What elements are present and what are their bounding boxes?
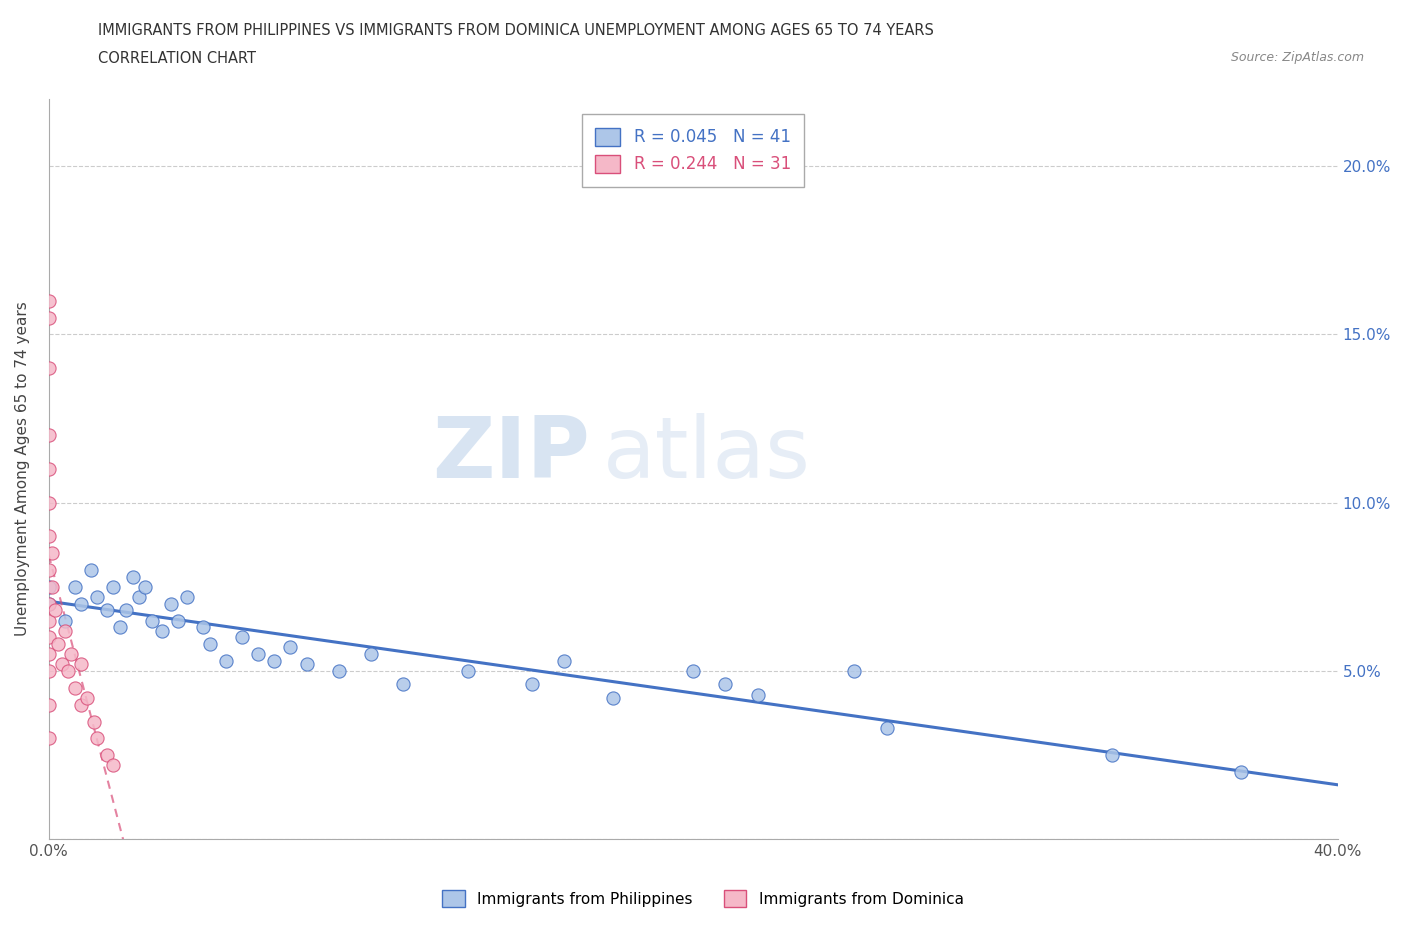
Point	[295, 657, 318, 671]
Point	[79, 563, 101, 578]
Point	[714, 677, 737, 692]
Text: Source: ZipAtlas.com: Source: ZipAtlas.com	[1230, 51, 1364, 64]
Point	[108, 619, 131, 634]
Point	[115, 603, 138, 618]
Point	[134, 579, 156, 594]
Text: IMMIGRANTS FROM PHILIPPINES VS IMMIGRANTS FROM DOMINICA UNEMPLOYMENT AMONG AGES : IMMIGRANTS FROM PHILIPPINES VS IMMIGRANT…	[98, 23, 935, 38]
Point	[160, 596, 183, 611]
Point	[53, 623, 76, 638]
Point	[83, 714, 105, 729]
Point	[56, 664, 79, 679]
Point	[63, 579, 86, 594]
Point	[51, 657, 73, 671]
Point	[38, 698, 60, 712]
Point	[53, 613, 76, 628]
Point	[38, 361, 60, 376]
Point	[38, 529, 60, 544]
Point	[38, 461, 60, 476]
Point	[876, 721, 898, 736]
Point	[215, 654, 238, 669]
Point	[193, 619, 215, 634]
Point	[166, 613, 188, 628]
Text: ZIP: ZIP	[433, 413, 591, 496]
Point	[38, 596, 60, 611]
Point	[247, 646, 270, 661]
Text: CORRELATION CHART: CORRELATION CHART	[98, 51, 256, 66]
Point	[38, 630, 60, 644]
Point	[38, 579, 60, 594]
Point	[176, 590, 198, 604]
Point	[96, 748, 118, 763]
Point	[60, 646, 83, 661]
Point	[86, 590, 108, 604]
Point	[38, 596, 60, 611]
Point	[121, 569, 143, 584]
Point	[103, 758, 125, 773]
Text: atlas: atlas	[603, 413, 811, 496]
Point	[682, 664, 704, 679]
Point	[553, 654, 575, 669]
Point	[1101, 748, 1123, 763]
Point	[1230, 764, 1253, 779]
Point	[38, 613, 60, 628]
Point	[392, 677, 415, 692]
Point	[263, 654, 285, 669]
Point	[44, 603, 66, 618]
Point	[150, 623, 173, 638]
Point	[70, 698, 93, 712]
Point	[70, 596, 93, 611]
Point	[41, 579, 63, 594]
Point	[38, 293, 60, 308]
Point	[38, 563, 60, 578]
Point	[76, 690, 98, 705]
Point	[280, 640, 302, 655]
Point	[198, 637, 221, 652]
Point	[38, 646, 60, 661]
Point	[38, 496, 60, 511]
Point	[70, 657, 93, 671]
Legend: Immigrants from Philippines, Immigrants from Dominica: Immigrants from Philippines, Immigrants …	[436, 884, 970, 913]
Point	[360, 646, 382, 661]
Point	[520, 677, 543, 692]
Point	[38, 428, 60, 443]
Point	[96, 603, 118, 618]
Point	[103, 579, 125, 594]
Point	[63, 681, 86, 696]
Point	[141, 613, 163, 628]
Point	[457, 664, 479, 679]
Legend: R = 0.045   N = 41, R = 0.244   N = 31: R = 0.045 N = 41, R = 0.244 N = 31	[582, 114, 804, 187]
Point	[41, 546, 63, 561]
Point	[38, 664, 60, 679]
Point	[602, 690, 624, 705]
Point	[844, 664, 866, 679]
Point	[38, 731, 60, 746]
Point	[86, 731, 108, 746]
Point	[38, 310, 60, 325]
Y-axis label: Unemployment Among Ages 65 to 74 years: Unemployment Among Ages 65 to 74 years	[15, 301, 30, 636]
Point	[48, 637, 70, 652]
Point	[328, 664, 350, 679]
Point	[128, 590, 150, 604]
Point	[747, 687, 769, 702]
Point	[231, 630, 253, 644]
